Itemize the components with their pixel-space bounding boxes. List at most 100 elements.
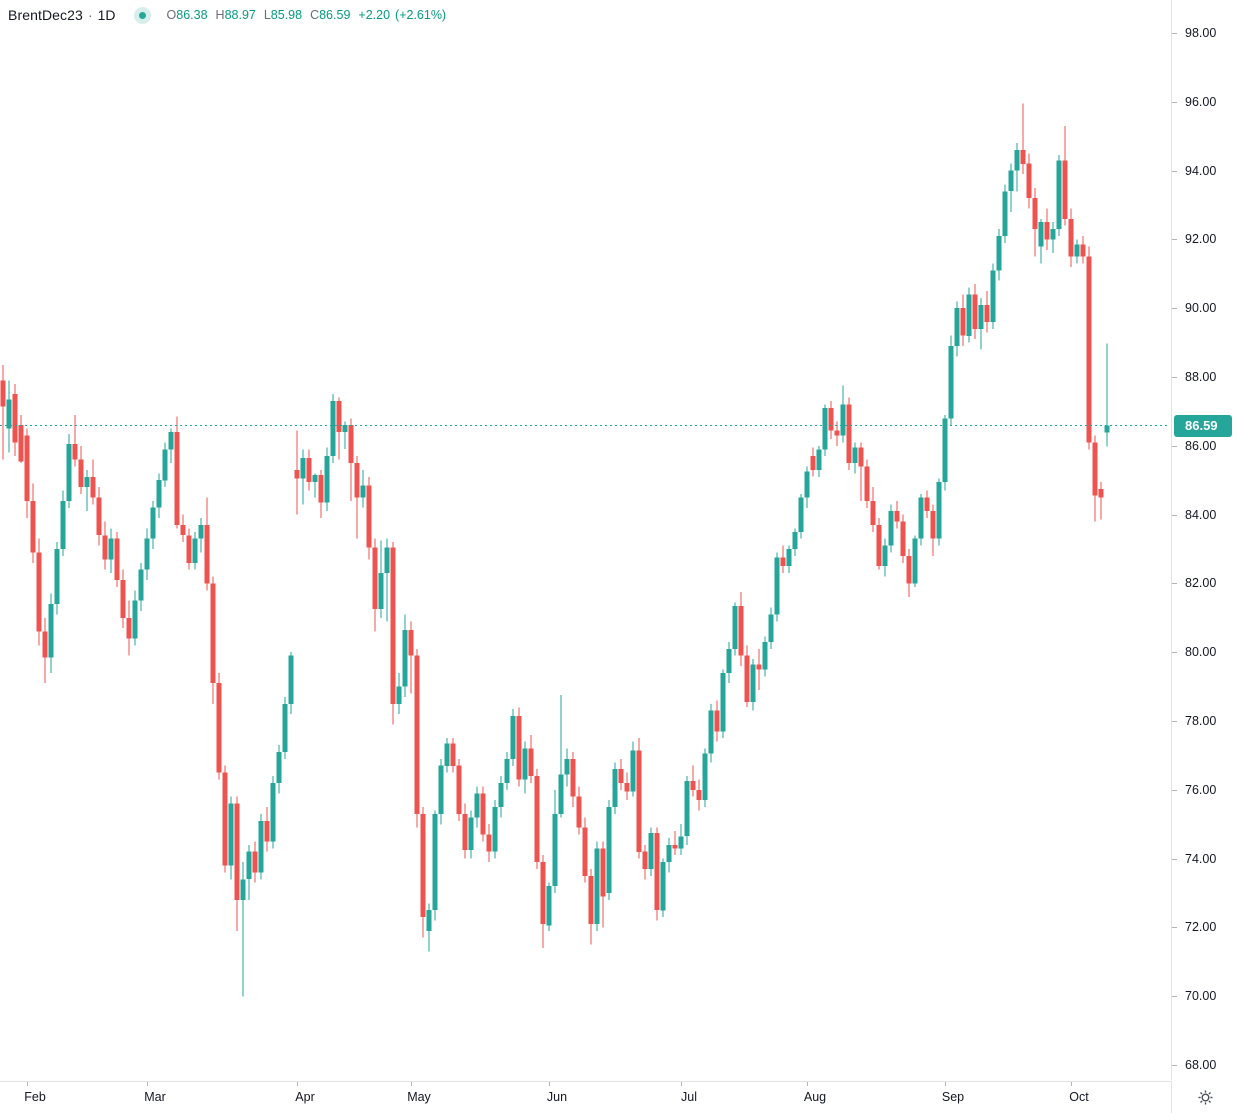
month-tick-label: May	[407, 1090, 431, 1104]
candle	[102, 521, 108, 570]
candle	[48, 593, 54, 673]
candle	[246, 844, 252, 900]
candle	[354, 456, 360, 539]
candle	[492, 800, 498, 859]
symbol-legend: BrentDec23 · 1D O86.38 H88.97 L85.98 C86…	[8, 5, 446, 25]
high-value: 88.97	[224, 8, 256, 22]
candle	[96, 487, 102, 546]
candle	[930, 504, 936, 556]
candle	[54, 542, 60, 615]
candle	[1032, 187, 1038, 257]
close-value: 86.59	[319, 8, 351, 22]
candle	[330, 394, 336, 463]
candle	[810, 447, 816, 477]
candle	[804, 466, 810, 508]
candle	[360, 469, 366, 508]
price-axis[interactable]: 86.59 98.00 96.00 94.00 92.00 90.00 88.00 86.0…	[1171, 0, 1238, 1080]
candle	[540, 855, 546, 949]
market-status-dot-icon[interactable]	[133, 6, 151, 24]
price-tick-label: 82.00	[1185, 576, 1217, 590]
price-tick-mark	[1172, 927, 1177, 928]
ohlc-readout: O86.38 H88.97 L85.98 C86.59 +2.20 (+2.61…	[167, 8, 447, 22]
price-tick-label: 70.00	[1185, 989, 1217, 1003]
candle	[84, 469, 90, 512]
interval-label[interactable]: 1D	[97, 7, 116, 23]
candle	[1104, 343, 1110, 447]
candle	[108, 528, 114, 574]
candle	[912, 535, 918, 587]
gear-icon[interactable]	[1197, 1089, 1214, 1106]
candle	[618, 758, 624, 790]
candle	[672, 831, 678, 856]
month-tick-label: Jun	[546, 1090, 568, 1104]
candle	[24, 428, 30, 518]
candle	[888, 504, 894, 553]
month-tick-label: Feb	[24, 1090, 46, 1104]
candle	[318, 469, 324, 519]
candle	[1002, 184, 1008, 243]
candle	[918, 494, 924, 546]
candle	[378, 540, 384, 618]
price-tick-label: 86.00	[1185, 439, 1217, 453]
candle	[852, 442, 858, 474]
candle	[528, 734, 534, 783]
candle	[966, 287, 972, 343]
price-tick-label: 96.00	[1185, 95, 1217, 109]
price-tick-label: 84.00	[1185, 508, 1217, 522]
candle	[324, 447, 330, 512]
price-tick-mark	[1172, 652, 1177, 653]
candle	[222, 765, 228, 873]
candle	[150, 500, 156, 550]
candle	[450, 738, 456, 773]
candle	[1062, 125, 1068, 226]
candle	[456, 758, 462, 821]
candle	[786, 545, 792, 574]
price-tick-mark	[1172, 1065, 1177, 1066]
candle	[636, 738, 642, 859]
candle	[594, 841, 600, 931]
candle	[216, 672, 222, 780]
month-tick-mark	[945, 1082, 946, 1086]
candle	[606, 800, 612, 900]
candle	[1038, 218, 1044, 264]
candle	[978, 297, 984, 350]
candle	[1068, 208, 1074, 267]
candle	[504, 752, 510, 790]
candle	[234, 796, 240, 931]
candle	[36, 538, 42, 646]
candle	[906, 549, 912, 598]
candle	[750, 659, 756, 711]
candle	[648, 827, 654, 876]
month-tick-label: Apr	[295, 1090, 315, 1104]
symbol-title[interactable]: BrentDec23	[8, 7, 83, 23]
time-axis[interactable]: Feb Mar Apr May Jun Jul Aug Sep Oct	[0, 1081, 1238, 1113]
candle	[486, 824, 492, 862]
candle	[1050, 222, 1056, 254]
candle	[132, 590, 138, 646]
candle	[240, 862, 246, 997]
price-tick-mark	[1172, 859, 1177, 860]
candle	[42, 617, 48, 684]
candle	[720, 669, 726, 739]
candle	[660, 858, 666, 918]
price-tick-label: 92.00	[1185, 232, 1217, 246]
month-tick-label: Oct	[1069, 1090, 1089, 1104]
candle	[756, 648, 762, 691]
candle	[894, 500, 900, 529]
price-tick-mark	[1172, 996, 1177, 997]
candle	[0, 365, 6, 460]
candle	[972, 284, 978, 340]
month-tick-label: Aug	[803, 1090, 827, 1104]
candle	[522, 741, 528, 794]
candle	[780, 545, 786, 574]
month-tick-label: Sep	[941, 1090, 965, 1104]
candle	[708, 703, 714, 763]
candle	[546, 882, 552, 931]
candle	[402, 614, 408, 697]
candle	[834, 421, 840, 446]
candle	[576, 786, 582, 835]
candle	[414, 648, 420, 828]
chart-canvas[interactable]	[0, 0, 1170, 1080]
last-price-badge: 86.59	[1174, 415, 1232, 437]
price-tick-mark	[1172, 308, 1177, 309]
